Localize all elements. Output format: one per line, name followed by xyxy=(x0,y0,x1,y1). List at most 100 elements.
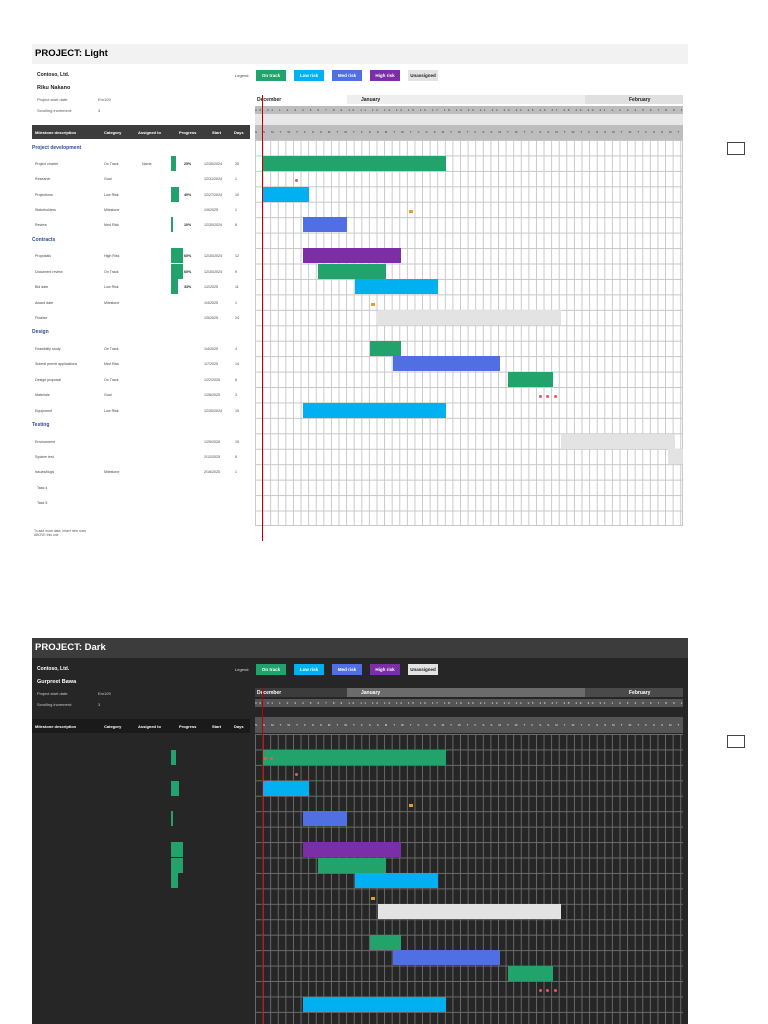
legend-high-risk: High risk xyxy=(370,70,400,81)
dark-gantt-grid xyxy=(255,734,683,1024)
task-name: Proposals xyxy=(35,254,51,258)
goal-marker xyxy=(539,395,542,398)
dark-day-numbers-row: 30 31 1 2 3 4 5 6 7 8 9 10 11 12 13 14 1… xyxy=(255,699,683,707)
progress-percent: 40% xyxy=(184,193,192,197)
task-bar-low-risk[interactable] xyxy=(263,187,309,202)
task-assigned: Name xyxy=(142,162,152,166)
table-row[interactable]: Award date Milestone 1/4/2025 1 xyxy=(32,297,250,309)
table-row[interactable]: Equipment Low Risk 12/30/2024 19 xyxy=(32,405,250,417)
task-days: 12 xyxy=(235,254,239,258)
task-days: 19 xyxy=(235,409,239,413)
progress-percent: 33% xyxy=(184,285,192,289)
task-bar-on-track[interactable] xyxy=(318,264,386,279)
light-company-name: Contoso, Ltd. xyxy=(37,72,70,78)
table-row[interactable]: Document review On Track 12/30/2024 9 60% xyxy=(32,264,250,279)
legend-low-risk: Low risk xyxy=(294,70,324,81)
task-bar-med-risk[interactable] xyxy=(303,217,347,232)
milestone-flag-icon xyxy=(409,210,413,213)
table-row[interactable]: Project charter On Track Name 12/30/2024 25 2… xyxy=(32,156,250,171)
task-category: On Track xyxy=(104,270,119,274)
dark-header-start: Start xyxy=(212,724,222,729)
dark-task-bar-on-track[interactable] xyxy=(318,858,386,873)
table-row[interactable]: Submit permit applications Med Risk 1/7/20… xyxy=(32,358,250,370)
task-bar-low-risk[interactable] xyxy=(303,403,446,418)
task-name: Award date xyxy=(35,301,54,305)
task-bar-on-track[interactable] xyxy=(370,341,401,356)
task-bar-med-risk[interactable] xyxy=(393,356,500,371)
dark-task-bar-unassigned[interactable] xyxy=(378,904,561,919)
task-bar-on-track[interactable] xyxy=(263,156,446,171)
task-days: 10 xyxy=(235,193,239,197)
month-february: February xyxy=(585,95,683,104)
table-row[interactable]: Projections Low Risk 12/27/2024 10 40% xyxy=(32,187,250,202)
dark-start-value[interactable]: Em109 xyxy=(98,691,111,696)
dark-task-bar-low-risk[interactable] xyxy=(263,781,309,796)
legend-unassigned: Unassigned xyxy=(408,70,438,81)
light-project-title: PROJECT: Light xyxy=(32,44,688,64)
dark-task-bar-on-track[interactable] xyxy=(263,750,446,765)
progress-percent: 60% xyxy=(184,254,192,258)
dark-task-bar-low-risk[interactable] xyxy=(303,997,446,1012)
dark-legend-label: Legend: xyxy=(235,667,250,672)
light-scroll-value[interactable]: 3 xyxy=(98,108,101,113)
table-row[interactable]: System test 2/12/2025 5 xyxy=(32,451,250,463)
light-manager-name: Riku Nakano xyxy=(37,85,71,91)
month-december: December xyxy=(255,95,347,104)
table-row[interactable]: Bid date Low Risk 1/2/2025 11 33% xyxy=(32,279,250,294)
task-start: 12/30/2024 xyxy=(204,162,222,166)
task-bar-on-track[interactable] xyxy=(508,372,553,387)
task-start: 12/31/2024 xyxy=(204,177,222,181)
task-start: 2/12/2025 xyxy=(204,455,220,459)
dark-checkbox[interactable] xyxy=(727,735,745,748)
task-days: 5 xyxy=(235,455,237,459)
task-category: Low Risk xyxy=(104,285,119,289)
header-assigned: Assigned to xyxy=(138,130,161,135)
goal-marker xyxy=(554,395,557,398)
table-row[interactable]: Issues/bugs Milestone 2/16/2025 1 xyxy=(32,466,250,478)
task-bar-unassigned[interactable] xyxy=(378,310,561,325)
dark-task-bar-low-risk[interactable] xyxy=(355,873,438,888)
dark-progress-bar xyxy=(171,858,183,873)
task-start: 1/2/2025 xyxy=(204,285,218,289)
task-bar-unassigned[interactable] xyxy=(561,434,675,449)
dark-task-bar-med-risk[interactable] xyxy=(393,950,500,965)
task-bar-low-risk[interactable] xyxy=(355,279,438,294)
progress-bar xyxy=(171,187,179,202)
dark-task-bar-on-track[interactable] xyxy=(370,935,401,950)
table-row[interactable]: Materials Goal 1/26/2025 3 xyxy=(32,389,250,401)
dark-month-december: December xyxy=(255,688,347,697)
table-row[interactable]: Review Med Risk 12/30/2024 6 10% xyxy=(32,217,250,232)
table-row[interactable]: Finalize 1/5/2025 24 xyxy=(32,312,250,324)
dark-task-bar-med-risk[interactable] xyxy=(303,811,347,826)
dark-weekday-row: S S M T W T F S S M T W T F S S M T W T … xyxy=(255,717,683,733)
table-row[interactable]: Research Goal 12/31/2024 1 xyxy=(32,173,250,185)
light-checkbox[interactable] xyxy=(727,142,745,155)
task-bar-high-risk[interactable] xyxy=(303,248,401,263)
task-days: 11 xyxy=(235,285,239,289)
task-category: High Risk xyxy=(104,254,120,258)
table-row[interactable]: Stakeholders Milestone 1/9/2025 1 xyxy=(32,204,250,216)
dark-company-name: Contoso, Ltd. xyxy=(37,666,70,672)
progress-percent: 25% xyxy=(184,162,192,166)
table-row[interactable]: Feasibility study On Track 1/4/2025 4 xyxy=(32,343,250,355)
dark-task-bar-on-track[interactable] xyxy=(508,966,553,981)
task-start: 1/7/2025 xyxy=(204,362,218,366)
table-row[interactable]: Task 5 xyxy=(32,497,250,509)
table-row[interactable]: Design proposal On Track 1/22/2025 6 xyxy=(32,374,250,386)
dark-task-bar-high-risk[interactable] xyxy=(303,842,401,857)
section-project-development: Project development xyxy=(32,145,82,151)
task-start: 1/22/2025 xyxy=(204,378,220,382)
table-row[interactable]: Proposals High Risk 12/30/2024 12 60% xyxy=(32,248,250,263)
task-category: Goal xyxy=(104,177,112,181)
dark-scroll-label: Scrolling increment: xyxy=(37,702,73,707)
progress-bar xyxy=(171,264,183,279)
task-name: Environment xyxy=(35,440,56,444)
light-start-value[interactable]: Em109 xyxy=(98,97,111,102)
light-start-label: Project start date: xyxy=(37,97,69,102)
dark-scroll-value[interactable]: 3 xyxy=(98,702,101,707)
task-bar-unassigned[interactable] xyxy=(668,449,683,464)
task-start: 1/4/2025 xyxy=(204,301,218,305)
table-row[interactable]: Environment 1/29/2025 15 xyxy=(32,436,250,448)
light-legend-label: Legend: xyxy=(235,73,250,78)
table-row[interactable]: Task 4 xyxy=(32,482,250,494)
